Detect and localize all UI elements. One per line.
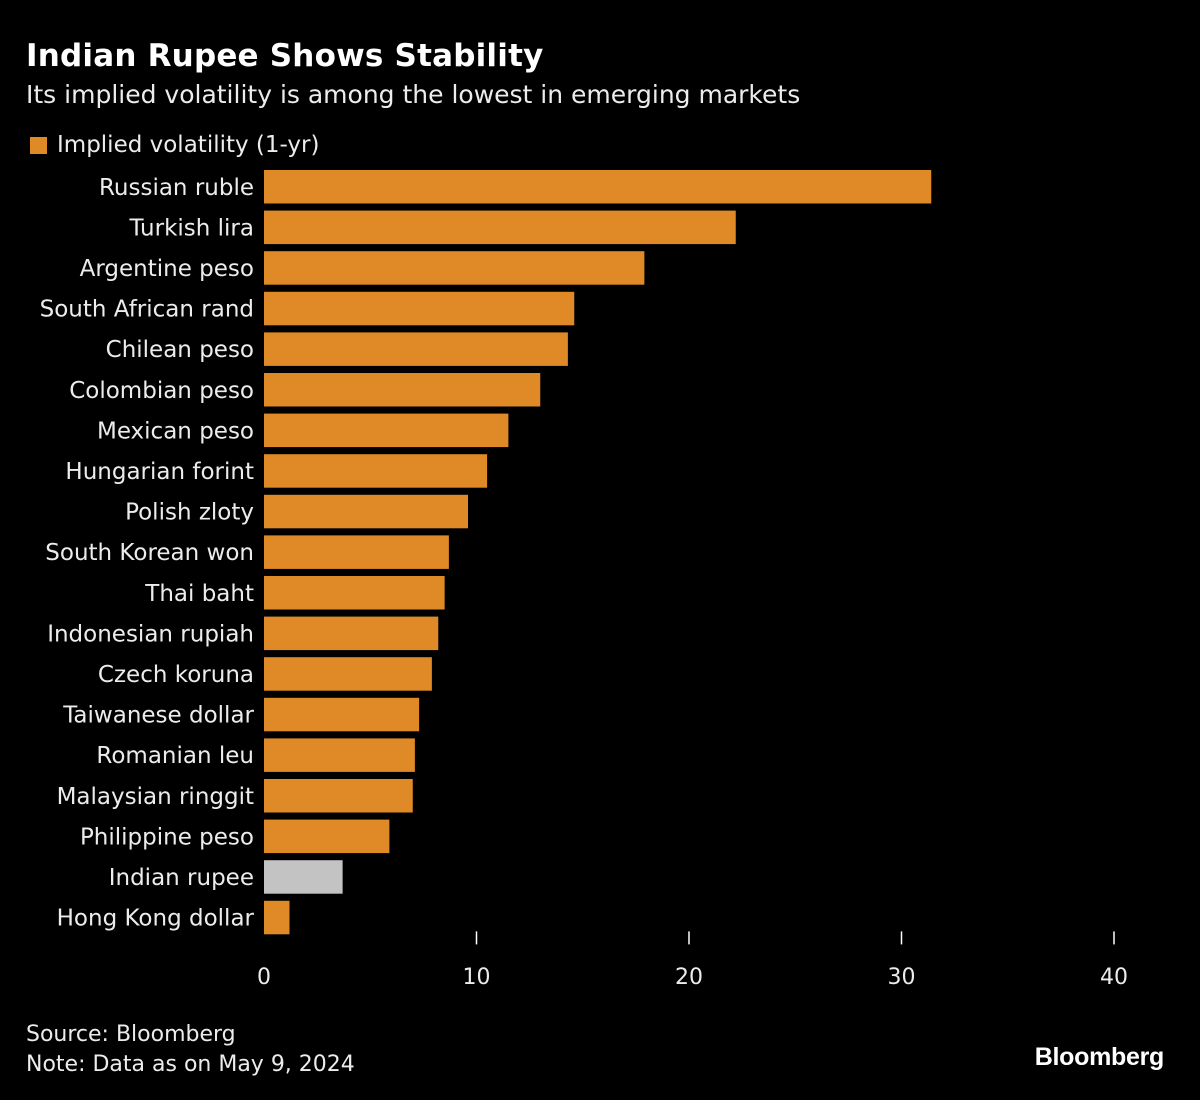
category-label: Taiwanese dollar <box>62 703 254 729</box>
category-label: Mexican peso <box>97 418 254 444</box>
x-tick-label: 10 <box>463 965 491 990</box>
category-label: Malaysian ringgit <box>57 784 254 810</box>
bar <box>264 779 413 813</box>
category-label: Chilean peso <box>106 337 254 363</box>
chart-title: Indian Rupee Shows Stability <box>26 38 544 74</box>
bar <box>264 900 290 935</box>
category-label: Thai baht <box>144 581 254 607</box>
legend: Implied volatility (1-yr) <box>30 132 319 158</box>
category-label: Indonesian rupiah <box>47 621 254 647</box>
x-tick-label: 30 <box>888 965 916 990</box>
category-label: Argentine peso <box>80 256 254 282</box>
category-label: Romanian leu <box>96 743 254 769</box>
category-label: Colombian peso <box>69 378 254 404</box>
chart-subtitle: Its implied volatility is among the lowe… <box>26 80 801 109</box>
category-label: South African rand <box>40 297 254 323</box>
category-label: Indian rupee <box>109 865 254 891</box>
category-label: Hungarian forint <box>65 459 254 485</box>
bar <box>264 332 568 366</box>
bar <box>264 170 932 204</box>
bar <box>264 494 468 529</box>
bar <box>264 657 432 691</box>
category-label: Russian ruble <box>99 175 254 201</box>
bar <box>264 576 445 610</box>
bar <box>264 413 509 448</box>
chart-footer: Source: Bloomberg Note: Data as on May 9… <box>26 1020 355 1080</box>
bloomberg-logo: Bloomberg <box>1034 1043 1165 1071</box>
bar <box>264 291 575 326</box>
bar <box>264 535 449 569</box>
category-label: Czech koruna <box>98 662 254 688</box>
x-tick-label: 40 <box>1100 965 1128 990</box>
bar <box>264 373 541 407</box>
bar <box>264 454 488 488</box>
bar <box>264 697 420 732</box>
bar <box>264 819 390 854</box>
category-label: South Korean won <box>45 540 254 566</box>
legend-label: Implied volatility (1-yr) <box>57 132 320 158</box>
x-tick-label: 20 <box>675 965 703 990</box>
category-label: Hong Kong dollar <box>57 906 255 932</box>
bar <box>264 616 439 651</box>
data-note: Note: Data as on May 9, 2024 <box>26 1052 355 1077</box>
bar <box>264 738 415 772</box>
x-tick-label: 0 <box>257 965 271 990</box>
bar <box>264 860 343 894</box>
category-label: Turkish lira <box>128 215 254 241</box>
legend-swatch <box>30 136 47 154</box>
category-label: Philippine peso <box>80 824 254 850</box>
category-label: Polish zloty <box>125 500 254 526</box>
bar <box>264 210 736 245</box>
bar <box>264 251 645 285</box>
source-note: Source: Bloomberg <box>26 1022 236 1047</box>
